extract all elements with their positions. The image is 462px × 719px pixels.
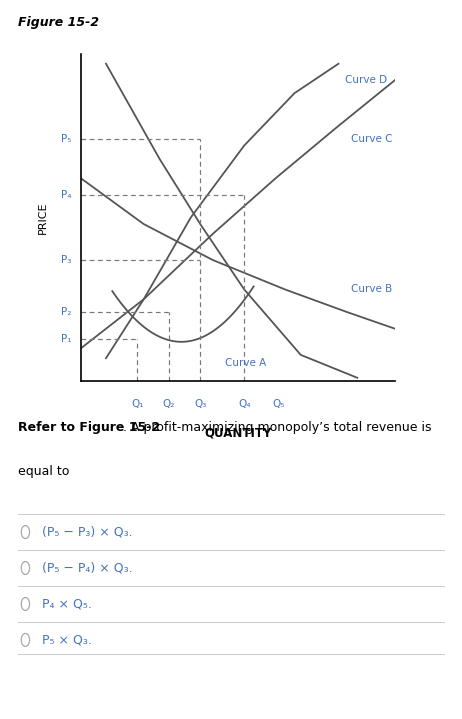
Text: P₅ × Q₃.: P₅ × Q₃. (42, 633, 91, 646)
Text: . A profit-maximizing monopoly’s total revenue is: . A profit-maximizing monopoly’s total r… (122, 421, 431, 434)
Text: PRICE: PRICE (38, 201, 48, 234)
Text: P₂: P₂ (61, 307, 72, 317)
Text: Q₃: Q₃ (194, 399, 207, 409)
Text: Q₄: Q₄ (238, 399, 250, 409)
Text: Q₁: Q₁ (131, 399, 144, 409)
Text: equal to: equal to (18, 465, 70, 478)
Text: P₁: P₁ (61, 334, 72, 344)
Text: Q₅: Q₅ (273, 399, 285, 409)
Text: P₅: P₅ (61, 134, 72, 144)
Text: Figure 15-2: Figure 15-2 (18, 16, 100, 29)
Text: (P₅ − P₄) × Q₃.: (P₅ − P₄) × Q₃. (42, 562, 132, 574)
Text: (P₅ − P₃) × Q₃.: (P₅ − P₃) × Q₃. (42, 526, 132, 539)
Text: Refer to Figure 15-2: Refer to Figure 15-2 (18, 421, 161, 434)
Text: Q₂: Q₂ (163, 399, 175, 409)
Text: Curve D: Curve D (345, 75, 387, 85)
Text: QUANTITY: QUANTITY (204, 427, 272, 440)
Text: P₄ × Q₅.: P₄ × Q₅. (42, 597, 91, 610)
Text: Curve C: Curve C (351, 134, 393, 144)
Text: Curve B: Curve B (351, 285, 392, 295)
Text: P₄: P₄ (61, 190, 72, 200)
Text: Curve A: Curve A (225, 358, 267, 368)
Text: P₃: P₃ (61, 255, 72, 265)
